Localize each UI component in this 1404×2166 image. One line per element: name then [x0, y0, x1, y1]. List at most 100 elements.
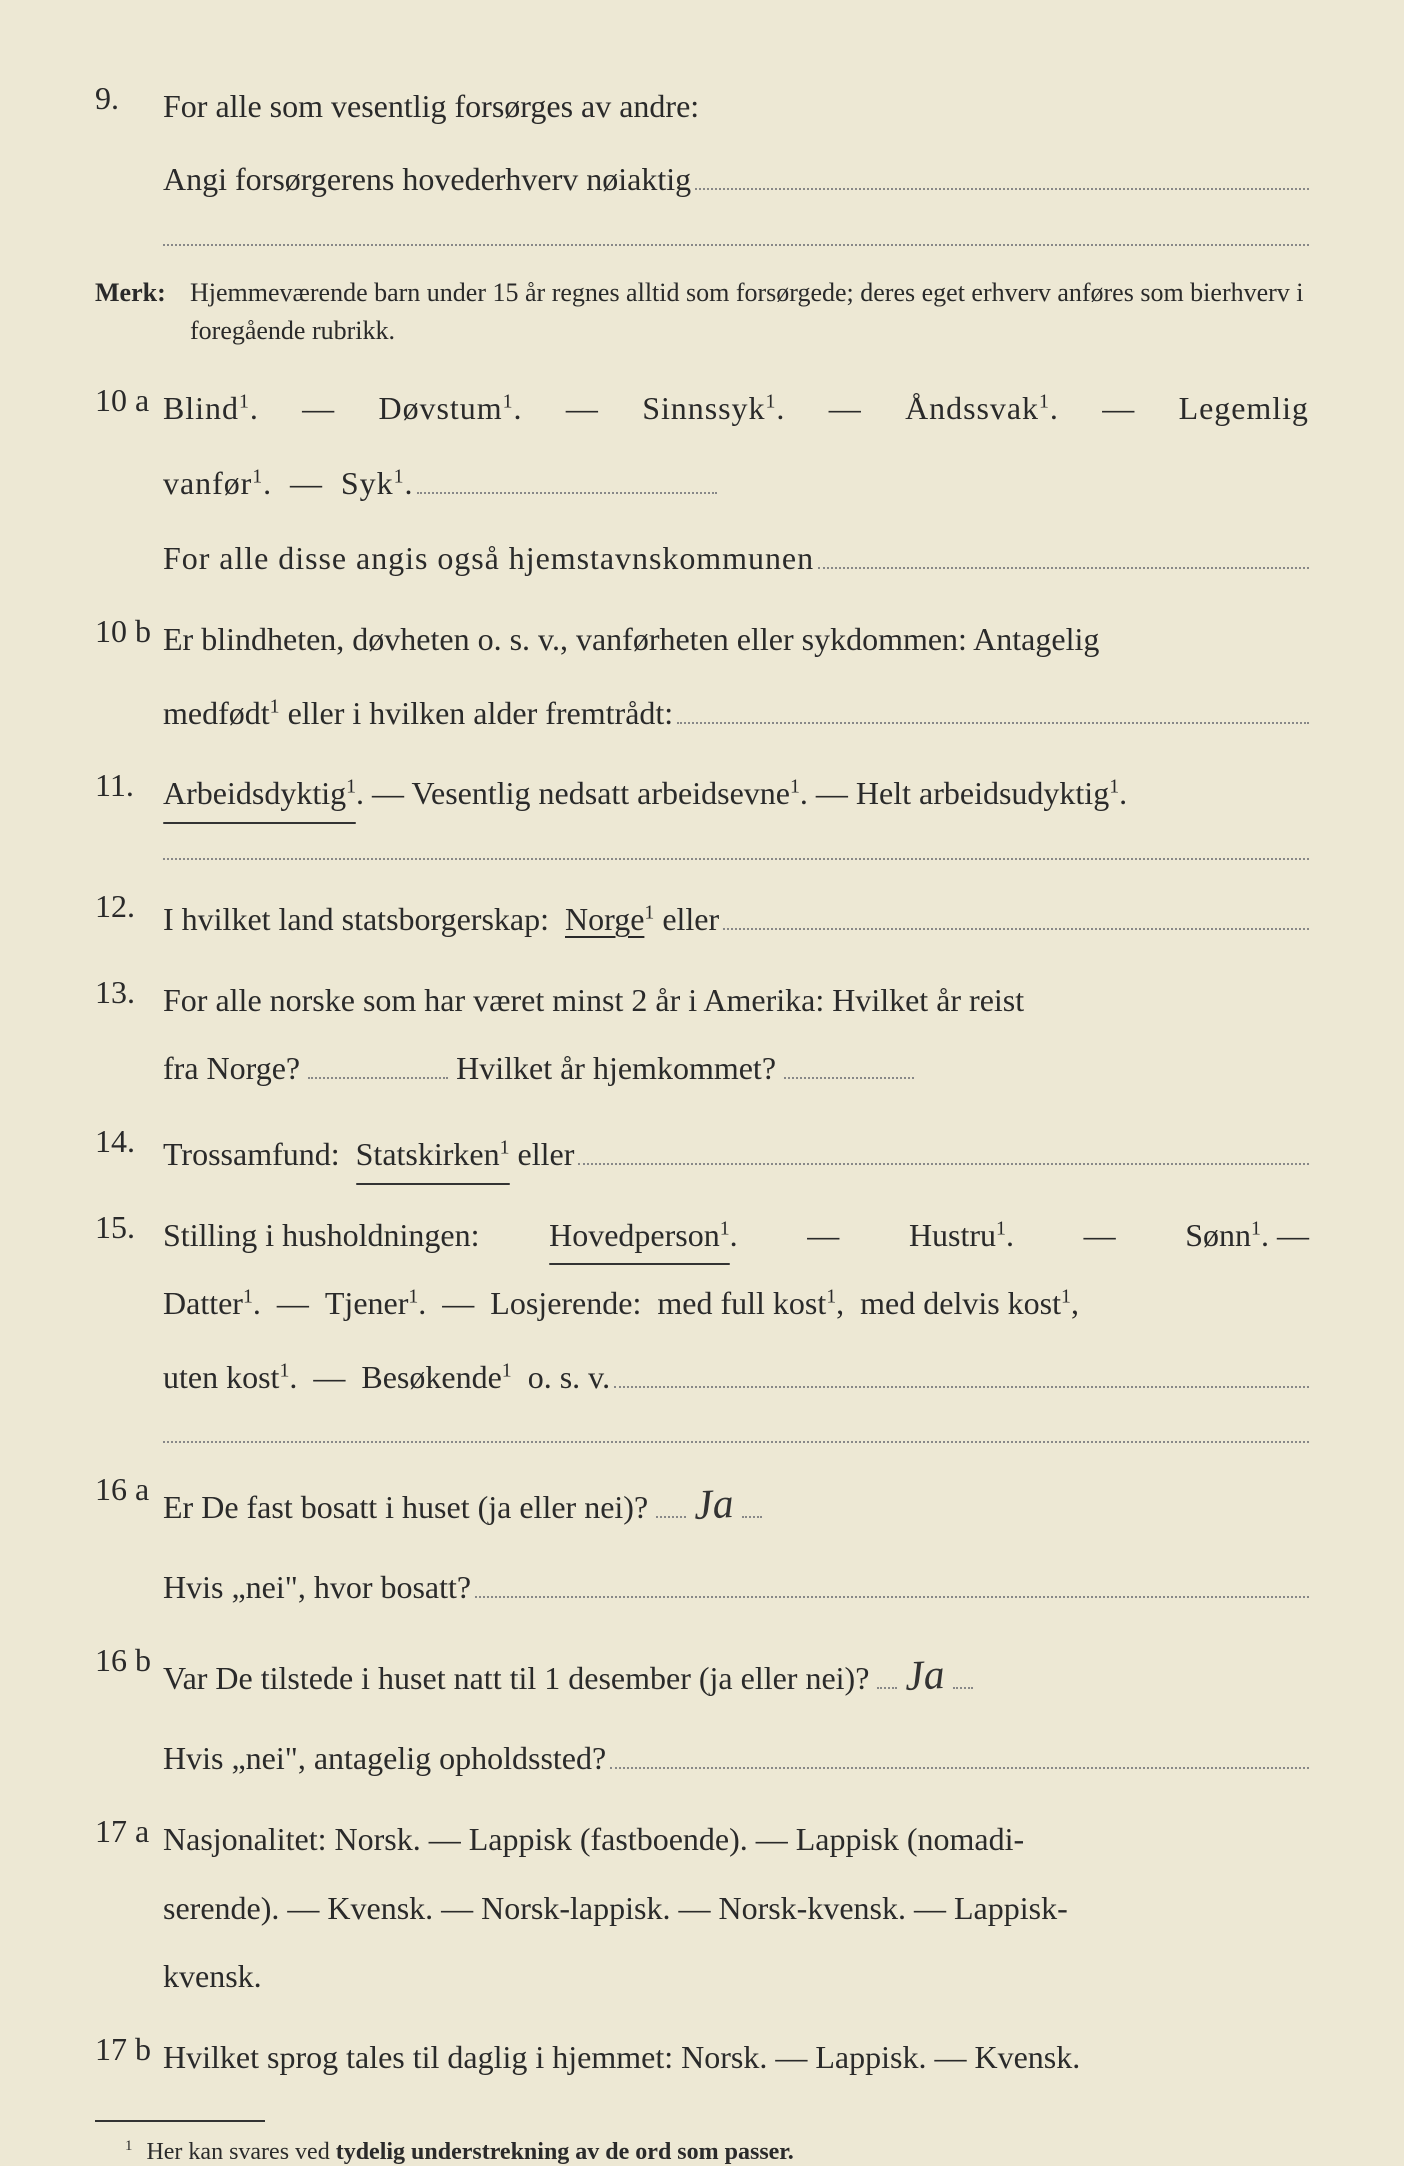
- handwritten-answer: Ja: [904, 1641, 947, 1712]
- note-block: Merk: Hjemmeværende barn under 15 år reg…: [95, 274, 1309, 349]
- question-number: 17 a: [95, 1813, 163, 1850]
- question-17a: 17 a Nasjonalitet: Norsk. — Lappisk (fas…: [95, 1813, 1309, 2003]
- question-number: 15.: [95, 1209, 163, 1246]
- q14-text: Trossamfund: Statskirken1 eller: [163, 1128, 574, 1181]
- q17a-line3: kvensk.: [163, 1950, 1309, 2003]
- question-number: 16 a: [95, 1471, 163, 1508]
- q17b-text: Hvilket sprog tales til daglig i hjemmet…: [163, 2031, 1309, 2084]
- question-number: 10 a: [95, 382, 163, 419]
- q17a-line1: Nasjonalitet: Norsk. — Lappisk (fastboen…: [163, 1813, 1309, 1866]
- question-content: Arbeidsdyktig1. — Vesentlig nedsatt arbe…: [163, 767, 1309, 820]
- q16b-question: Var De tilstede i huset natt til 1 desem…: [163, 1660, 869, 1696]
- dash: —: [1102, 382, 1135, 435]
- q16b-sub: Hvis „nei", antagelig opholdssted?: [163, 1732, 606, 1785]
- question-content: Hvilket sprog tales til daglig i hjemmet…: [163, 2031, 1309, 2084]
- fill-line[interactable]: [656, 1516, 686, 1518]
- fill-line[interactable]: [818, 528, 1309, 570]
- fill-line[interactable]: [723, 888, 1309, 930]
- q15-line2: Datter1. — Tjener1. — Losjerende: med fu…: [163, 1277, 1309, 1330]
- dash: —: [1084, 1209, 1116, 1262]
- footnote: 1 Her kan svares ved tydelig understrekn…: [125, 2138, 1309, 2166]
- question-17b: 17 b Hvilket sprog tales til daglig i hj…: [95, 2031, 1309, 2084]
- note-text: Hjemmeværende barn under 15 år regnes al…: [190, 274, 1309, 349]
- q10b-line1: Er blindheten, døvheten o. s. v., vanfør…: [163, 613, 1309, 666]
- note-label: Merk:: [95, 274, 190, 349]
- footnote-pre: Her kan svares ved: [146, 2139, 335, 2165]
- fill-line[interactable]: [163, 848, 1309, 860]
- question-13: 13. For alle norske som har været minst …: [95, 974, 1309, 1096]
- q10a-line3: For alle disse angis også hjemstavnskomm…: [163, 532, 814, 585]
- question-15: 15. Stilling i husholdningen: Hovedperso…: [95, 1209, 1309, 1404]
- dash: —: [807, 1209, 839, 1262]
- q10a-opt: Legemlig: [1179, 382, 1309, 435]
- question-number: 12.: [95, 888, 163, 925]
- question-number: 13.: [95, 974, 163, 1011]
- fill-line[interactable]: [677, 682, 1309, 724]
- fill-line[interactable]: [742, 1516, 762, 1518]
- fill-line[interactable]: [475, 1557, 1309, 1599]
- fill-line[interactable]: [578, 1123, 1309, 1165]
- fill-line[interactable]: [163, 1431, 1309, 1443]
- q15-opt: Sønn1. —: [1185, 1209, 1309, 1262]
- dash: —: [829, 382, 862, 435]
- question-16b: 16 b Var De tilstede i huset natt til 1 …: [95, 1642, 1309, 1785]
- question-content: Var De tilstede i huset natt til 1 desem…: [163, 1642, 1309, 1785]
- q16a-question: Er De fast bosatt i huset (ja eller nei)…: [163, 1489, 648, 1525]
- question-content: For alle norske som har været minst 2 år…: [163, 974, 1309, 1096]
- fill-line[interactable]: [308, 1077, 448, 1079]
- q15-opt: Hustru1.: [909, 1209, 1014, 1262]
- q10a-opt: Døvstum1.: [379, 382, 523, 435]
- question-12: 12. I hvilket land statsborgerskap: Norg…: [95, 888, 1309, 945]
- q9-line1: For alle som vesentlig forsørges av andr…: [163, 80, 1309, 133]
- question-content: Stilling i husholdningen: Hovedperson1. …: [163, 1209, 1309, 1404]
- fill-line[interactable]: [610, 1727, 1309, 1769]
- fill-line[interactable]: [417, 452, 717, 494]
- footnote-bold: tydelig understrekning av de ord som pas…: [336, 2139, 794, 2165]
- q12-text: I hvilket land statsborgerskap: Norge1 e…: [163, 893, 719, 946]
- q13-line2a: fra Norge?: [163, 1050, 300, 1086]
- fill-line[interactable]: [614, 1346, 1309, 1388]
- question-content: Nasjonalitet: Norsk. — Lappisk (fastboen…: [163, 1813, 1309, 2003]
- q10a-line2: vanfør1. — Syk1.: [163, 457, 413, 510]
- question-11: 11. Arbeidsdyktig1. — Vesentlig nedsatt …: [95, 767, 1309, 820]
- question-number: 9.: [95, 80, 163, 117]
- question-number: 11.: [95, 767, 163, 804]
- fill-line[interactable]: [953, 1687, 973, 1689]
- fill-line[interactable]: [784, 1077, 914, 1079]
- question-number: 16 b: [95, 1642, 163, 1679]
- question-content: For alle som vesentlig forsørges av andr…: [163, 80, 1309, 206]
- q15-selected: Hovedperson1.: [549, 1209, 738, 1262]
- handwritten-answer: Ja: [692, 1470, 735, 1541]
- question-9: 9. For alle som vesentlig forsørges av a…: [95, 80, 1309, 206]
- fill-line[interactable]: [877, 1687, 897, 1689]
- q9-line2: Angi forsørgerens hovederhverv nøiaktig: [163, 153, 691, 206]
- question-14: 14. Trossamfund: Statskirken1 eller: [95, 1123, 1309, 1180]
- question-content: Blind1. — Døvstum1. — Sinnssyk1. — Åndss…: [163, 382, 1309, 586]
- footnote-marker: 1: [125, 2138, 132, 2154]
- q10a-opt: Sinnssyk1.: [642, 382, 785, 435]
- q10a-opt: Blind1.: [163, 382, 259, 435]
- question-number: 14.: [95, 1123, 163, 1160]
- q16a-sub: Hvis „nei", hvor bosatt?: [163, 1561, 471, 1614]
- question-10b: 10 b Er blindheten, døvheten o. s. v., v…: [95, 613, 1309, 739]
- dash: —: [566, 382, 599, 435]
- question-content: Er De fast bosatt i huset (ja eller nei)…: [163, 1471, 1309, 1614]
- footnote-rule: [95, 2120, 265, 2122]
- question-10a: 10 a Blind1. — Døvstum1. — Sinnssyk1. — …: [95, 382, 1309, 586]
- q11-selected: Arbeidsdyktig1: [163, 767, 356, 820]
- question-number: 10 b: [95, 613, 163, 650]
- fill-line[interactable]: [163, 234, 1309, 246]
- question-content: Trossamfund: Statskirken1 eller: [163, 1123, 1309, 1180]
- fill-line[interactable]: [695, 149, 1309, 191]
- q13-line2b: Hvilket år hjemkommet?: [456, 1050, 776, 1086]
- q15-pre: Stilling i husholdningen:: [163, 1209, 479, 1262]
- q13-line1: For alle norske som har været minst 2 år…: [163, 974, 1309, 1027]
- question-content: I hvilket land statsborgerskap: Norge1 e…: [163, 888, 1309, 945]
- q17a-line2: serende). — Kvensk. — Norsk-lappisk. — N…: [163, 1882, 1309, 1935]
- q15-line3: uten kost1. — Besøkende1 o. s. v.: [163, 1351, 610, 1404]
- question-number: 17 b: [95, 2031, 163, 2068]
- q10b-line2: medfødt1 eller i hvilken alder fremtrådt…: [163, 687, 673, 740]
- q10a-opt: Åndssvak1.: [905, 382, 1059, 435]
- question-16a: 16 a Er De fast bosatt i huset (ja eller…: [95, 1471, 1309, 1614]
- question-content: Er blindheten, døvheten o. s. v., vanfør…: [163, 613, 1309, 739]
